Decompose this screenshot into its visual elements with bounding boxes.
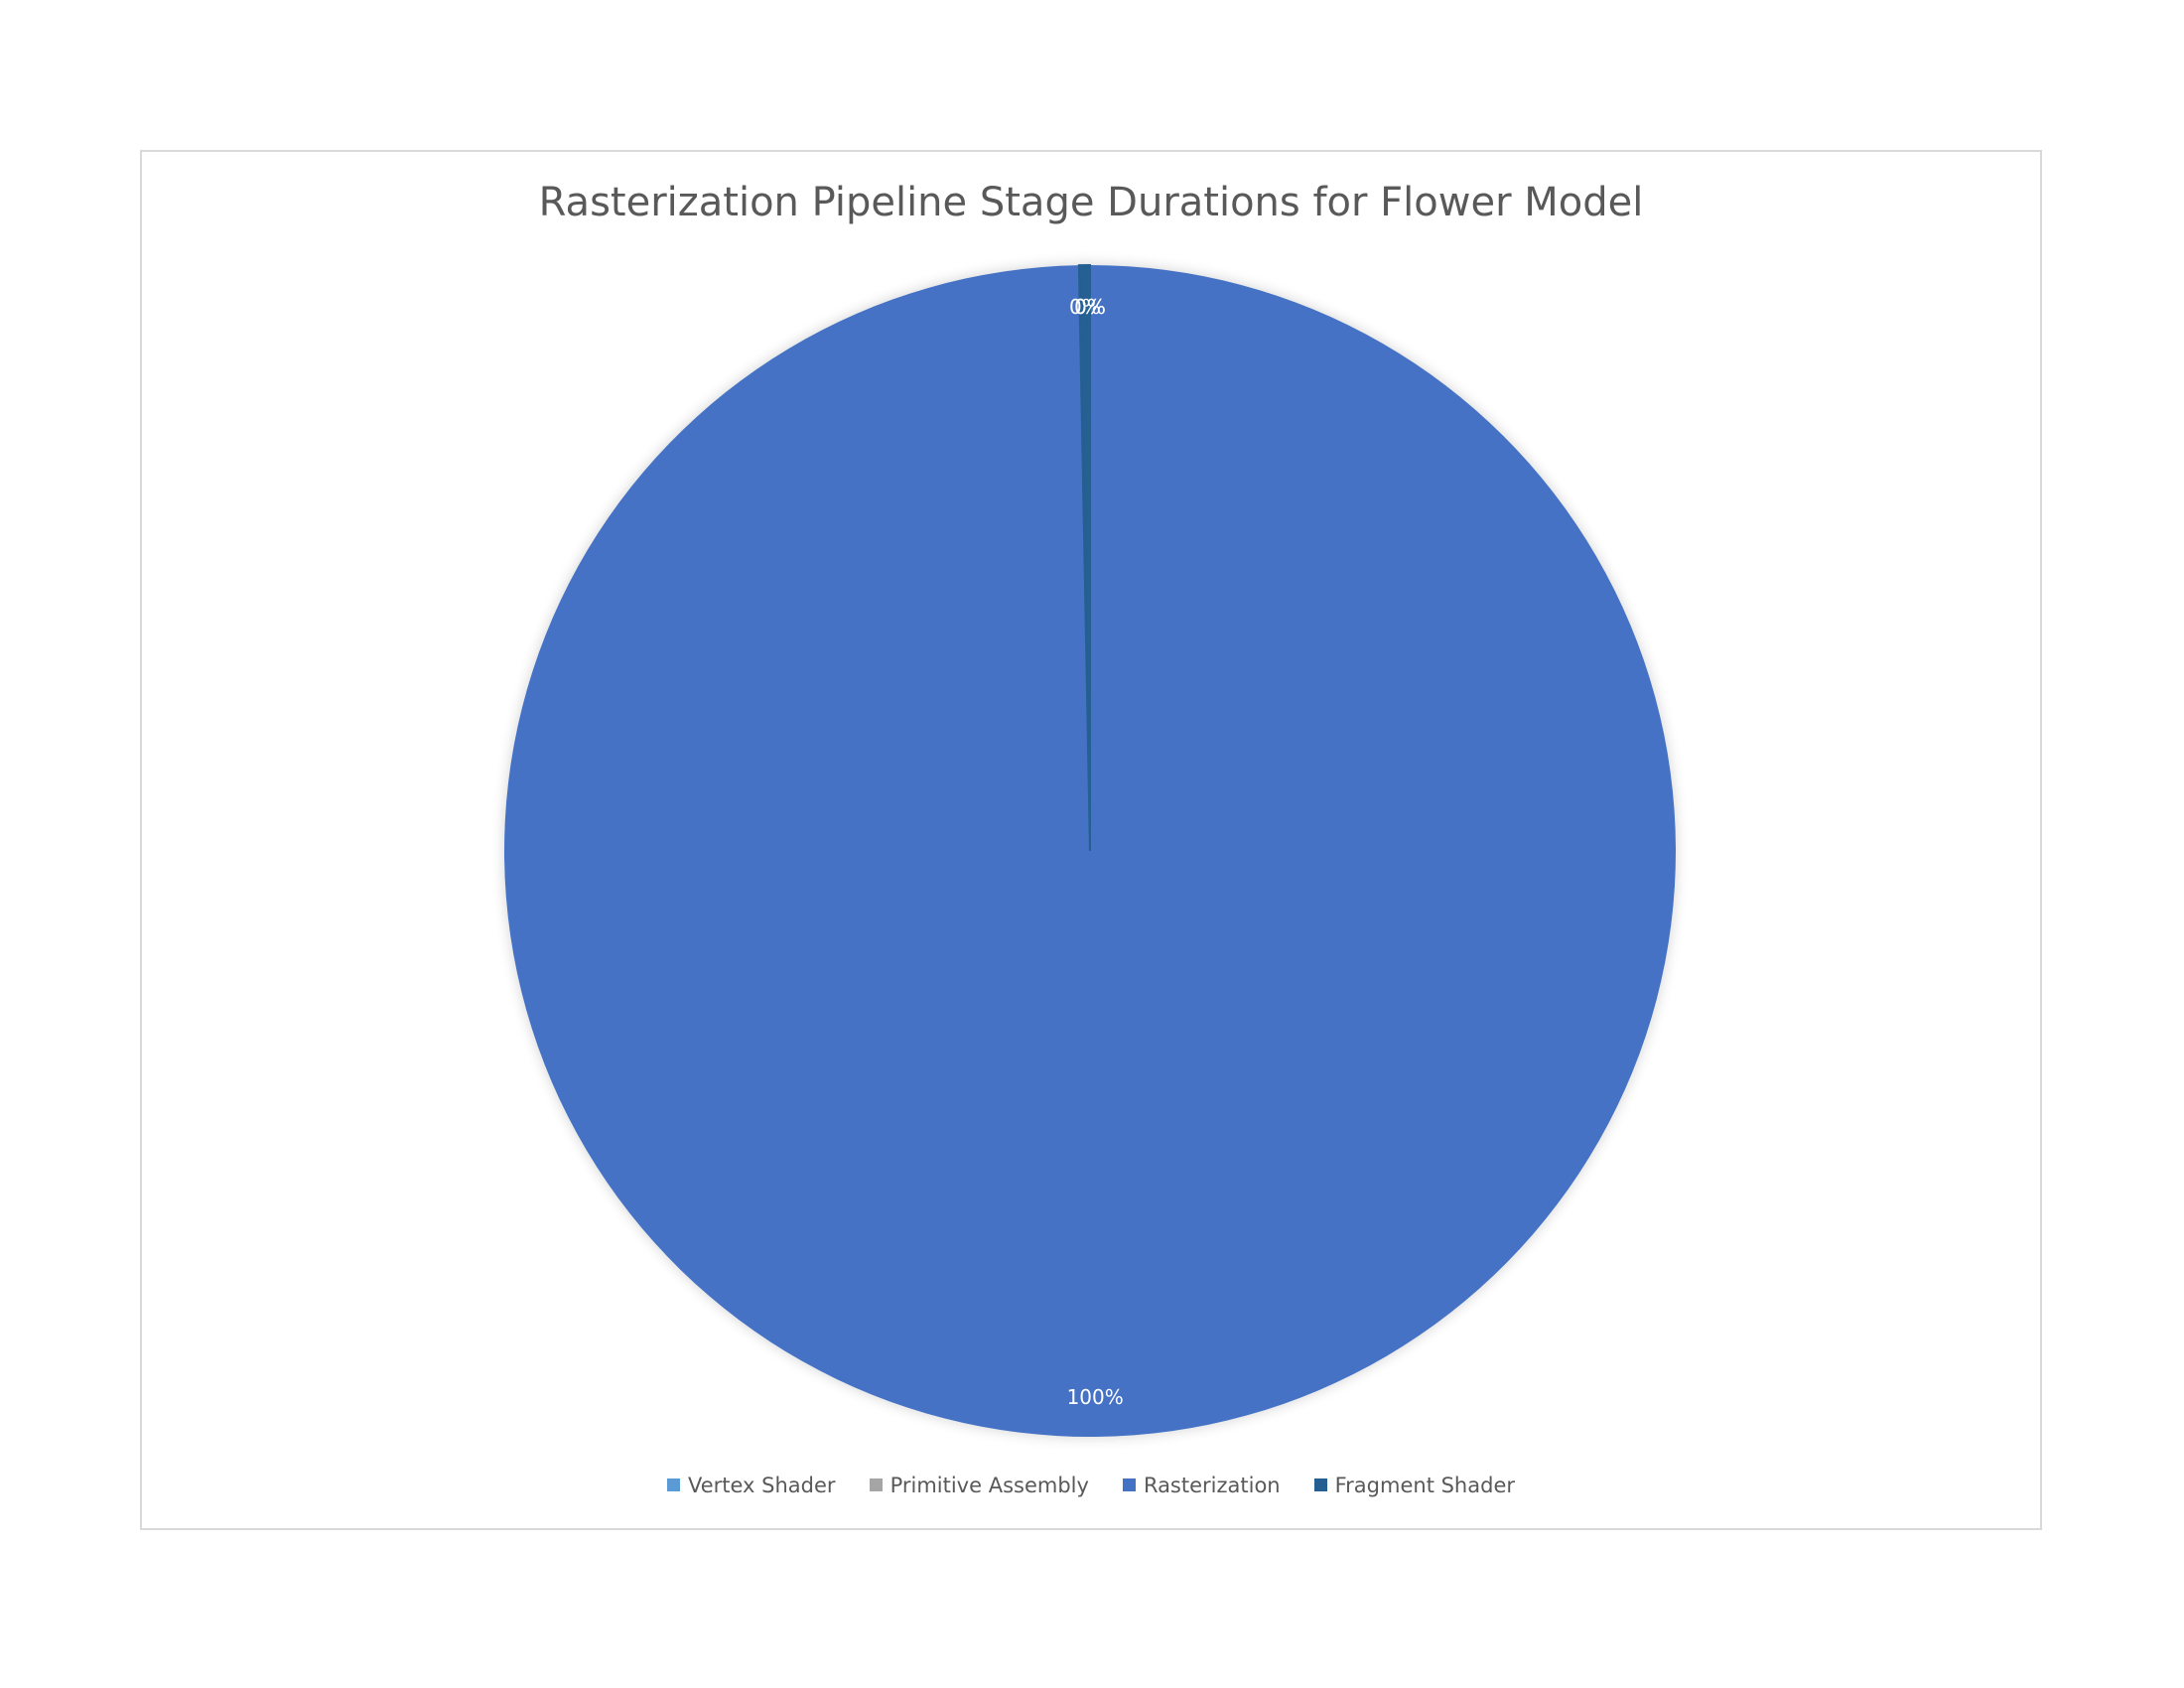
data-label-rasterization: 100% [1067, 1385, 1124, 1409]
data-label-primitive-assembly: 0% [1074, 295, 1106, 319]
legend-entry-primitive-assembly: Primitive Assembly [869, 1473, 1089, 1497]
data-label-vertex-shader: 0% [1074, 295, 1106, 319]
legend-swatch [666, 1478, 680, 1491]
legend-swatch [1313, 1478, 1327, 1491]
data-label-fragment-shader: 0% [1069, 295, 1101, 319]
pie-chart: 0%0%100%0% [504, 263, 1677, 1437]
legend-label: Rasterization [1143, 1473, 1281, 1497]
legend-swatch [1122, 1478, 1136, 1491]
legend-swatch [869, 1478, 883, 1491]
legend-label: Primitive Assembly [889, 1473, 1089, 1497]
legend-entry-fragment-shader: Fragment Shader [1313, 1473, 1515, 1497]
legend: Vertex Shader Primitive Assembly Rasteriza… [142, 1473, 2040, 1497]
legend-label: Vertex Shader [687, 1473, 836, 1497]
chart-title: Rasterization Pipeline Stage Durations f… [538, 180, 1644, 225]
chart-frame: Rasterization Pipeline Stage Durations f… [140, 150, 2042, 1530]
legend-label: Fragment Shader [1334, 1473, 1515, 1497]
legend-entry-rasterization: Rasterization [1122, 1473, 1281, 1497]
legend-entry-vertex-shader: Vertex Shader [666, 1473, 836, 1497]
pie-slice-fragment-shader [1077, 263, 1091, 852]
